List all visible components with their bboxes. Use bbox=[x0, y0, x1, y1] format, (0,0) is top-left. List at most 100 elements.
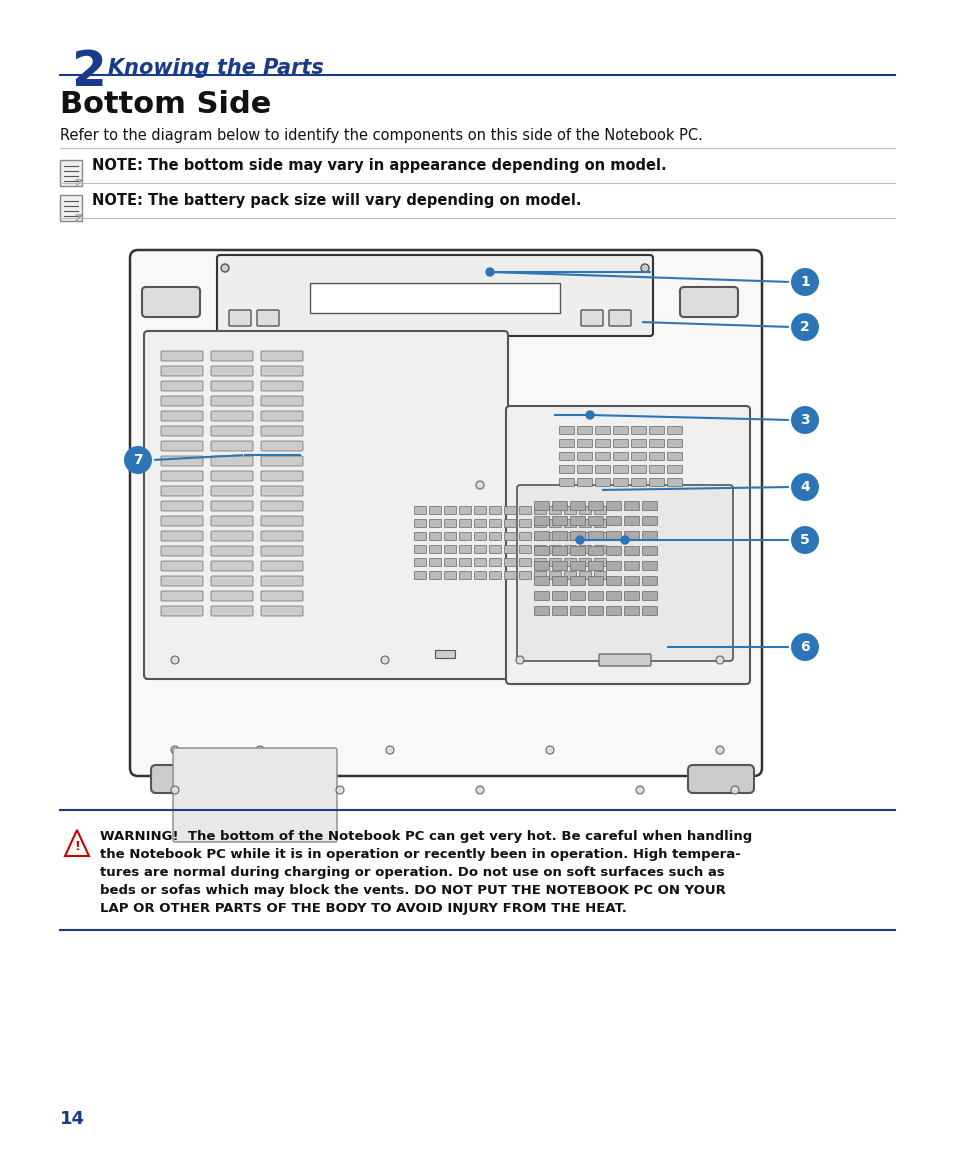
FancyBboxPatch shape bbox=[649, 465, 664, 474]
FancyBboxPatch shape bbox=[613, 478, 628, 486]
FancyBboxPatch shape bbox=[519, 532, 531, 541]
Text: NOTE: The battery pack size will vary depending on model.: NOTE: The battery pack size will vary de… bbox=[91, 193, 581, 208]
FancyBboxPatch shape bbox=[595, 453, 610, 461]
FancyBboxPatch shape bbox=[261, 366, 303, 377]
Circle shape bbox=[221, 264, 229, 271]
FancyBboxPatch shape bbox=[261, 426, 303, 435]
Text: Bottom Side: Bottom Side bbox=[60, 90, 271, 119]
FancyBboxPatch shape bbox=[211, 441, 253, 450]
FancyBboxPatch shape bbox=[474, 572, 486, 580]
FancyBboxPatch shape bbox=[534, 516, 549, 526]
FancyBboxPatch shape bbox=[641, 546, 657, 556]
FancyBboxPatch shape bbox=[594, 520, 606, 528]
FancyBboxPatch shape bbox=[641, 591, 657, 601]
FancyBboxPatch shape bbox=[534, 507, 546, 514]
FancyBboxPatch shape bbox=[444, 572, 456, 580]
Text: Knowing the Parts: Knowing the Parts bbox=[108, 58, 323, 79]
FancyBboxPatch shape bbox=[504, 545, 516, 553]
Circle shape bbox=[790, 268, 818, 296]
FancyBboxPatch shape bbox=[161, 471, 203, 480]
FancyBboxPatch shape bbox=[558, 440, 574, 447]
Circle shape bbox=[790, 313, 818, 341]
FancyBboxPatch shape bbox=[414, 559, 426, 566]
Text: 1: 1 bbox=[800, 275, 809, 289]
FancyBboxPatch shape bbox=[444, 520, 456, 528]
FancyBboxPatch shape bbox=[211, 531, 253, 541]
FancyBboxPatch shape bbox=[459, 520, 471, 528]
FancyBboxPatch shape bbox=[429, 520, 441, 528]
FancyBboxPatch shape bbox=[578, 520, 591, 528]
FancyBboxPatch shape bbox=[570, 591, 585, 601]
Circle shape bbox=[716, 746, 723, 754]
FancyBboxPatch shape bbox=[631, 440, 646, 447]
FancyBboxPatch shape bbox=[261, 561, 303, 571]
FancyBboxPatch shape bbox=[414, 520, 426, 528]
FancyBboxPatch shape bbox=[549, 572, 561, 580]
FancyBboxPatch shape bbox=[534, 559, 546, 566]
FancyBboxPatch shape bbox=[474, 532, 486, 541]
FancyBboxPatch shape bbox=[161, 366, 203, 377]
FancyBboxPatch shape bbox=[489, 507, 501, 514]
FancyBboxPatch shape bbox=[161, 531, 203, 541]
FancyBboxPatch shape bbox=[606, 576, 620, 586]
FancyBboxPatch shape bbox=[161, 411, 203, 422]
Circle shape bbox=[516, 656, 523, 664]
Circle shape bbox=[585, 411, 594, 419]
FancyBboxPatch shape bbox=[558, 465, 574, 474]
FancyBboxPatch shape bbox=[211, 426, 253, 435]
FancyBboxPatch shape bbox=[261, 471, 303, 480]
FancyBboxPatch shape bbox=[459, 572, 471, 580]
FancyBboxPatch shape bbox=[489, 545, 501, 553]
Circle shape bbox=[171, 787, 179, 793]
FancyBboxPatch shape bbox=[429, 545, 441, 553]
FancyBboxPatch shape bbox=[161, 591, 203, 601]
FancyBboxPatch shape bbox=[517, 485, 732, 661]
FancyBboxPatch shape bbox=[606, 606, 620, 616]
Text: 4: 4 bbox=[800, 480, 809, 494]
FancyBboxPatch shape bbox=[261, 441, 303, 450]
FancyBboxPatch shape bbox=[624, 531, 639, 541]
FancyBboxPatch shape bbox=[641, 606, 657, 616]
Circle shape bbox=[485, 268, 494, 276]
FancyBboxPatch shape bbox=[624, 546, 639, 556]
FancyBboxPatch shape bbox=[570, 516, 585, 526]
FancyBboxPatch shape bbox=[595, 478, 610, 486]
FancyBboxPatch shape bbox=[552, 501, 567, 511]
Circle shape bbox=[255, 746, 264, 754]
FancyBboxPatch shape bbox=[594, 532, 606, 541]
FancyBboxPatch shape bbox=[570, 576, 585, 586]
FancyBboxPatch shape bbox=[504, 507, 516, 514]
FancyBboxPatch shape bbox=[414, 572, 426, 580]
FancyBboxPatch shape bbox=[161, 501, 203, 511]
Circle shape bbox=[716, 656, 723, 664]
FancyBboxPatch shape bbox=[631, 478, 646, 486]
FancyBboxPatch shape bbox=[534, 606, 549, 616]
FancyBboxPatch shape bbox=[211, 366, 253, 377]
FancyBboxPatch shape bbox=[588, 501, 603, 511]
FancyBboxPatch shape bbox=[211, 591, 253, 601]
FancyBboxPatch shape bbox=[631, 465, 646, 474]
FancyBboxPatch shape bbox=[549, 532, 561, 541]
FancyBboxPatch shape bbox=[608, 310, 630, 326]
FancyBboxPatch shape bbox=[687, 765, 753, 793]
FancyBboxPatch shape bbox=[130, 249, 761, 776]
FancyBboxPatch shape bbox=[429, 532, 441, 541]
FancyBboxPatch shape bbox=[552, 576, 567, 586]
FancyBboxPatch shape bbox=[624, 576, 639, 586]
FancyBboxPatch shape bbox=[261, 606, 303, 616]
FancyBboxPatch shape bbox=[414, 532, 426, 541]
Text: WARNING!  The bottom of the Notebook PC can get very hot. Be careful when handli: WARNING! The bottom of the Notebook PC c… bbox=[100, 830, 752, 843]
FancyBboxPatch shape bbox=[588, 531, 603, 541]
FancyBboxPatch shape bbox=[161, 546, 203, 556]
FancyBboxPatch shape bbox=[211, 381, 253, 392]
Circle shape bbox=[171, 746, 179, 754]
Circle shape bbox=[335, 787, 344, 793]
FancyBboxPatch shape bbox=[624, 501, 639, 511]
FancyBboxPatch shape bbox=[211, 516, 253, 526]
FancyBboxPatch shape bbox=[624, 591, 639, 601]
FancyBboxPatch shape bbox=[261, 501, 303, 511]
FancyBboxPatch shape bbox=[588, 576, 603, 586]
FancyBboxPatch shape bbox=[578, 572, 591, 580]
FancyBboxPatch shape bbox=[564, 507, 576, 514]
FancyBboxPatch shape bbox=[505, 407, 749, 684]
